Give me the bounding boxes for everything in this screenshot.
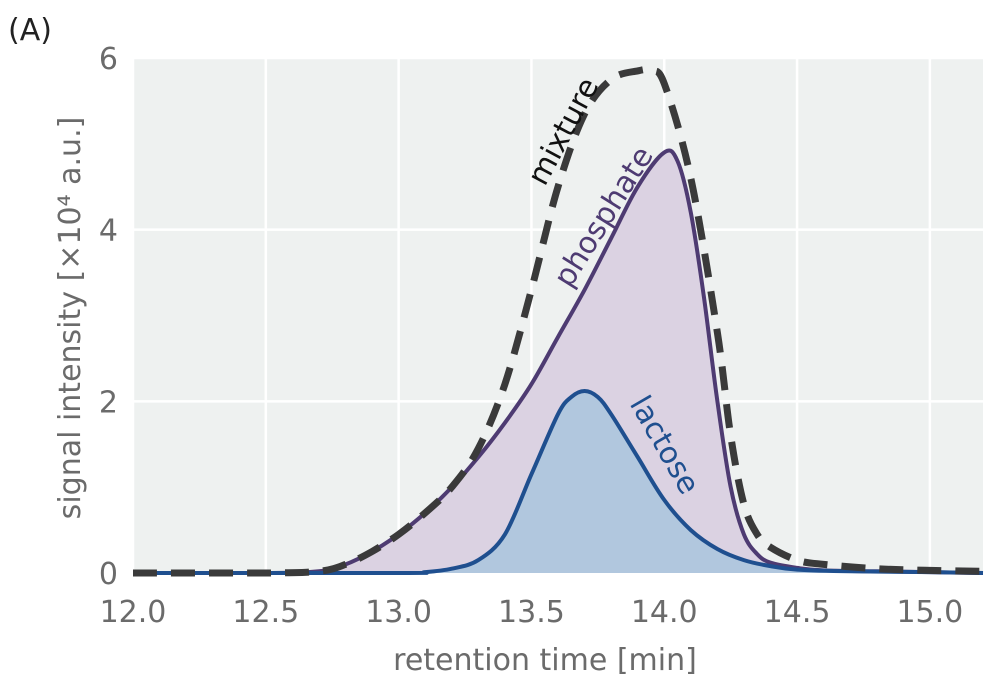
mixture-line (132, 66, 984, 577)
phosphate-line (132, 148, 984, 576)
panel-label: (A) (8, 13, 52, 48)
phosphate-area (133, 150, 983, 573)
y-tick-label: 2 (99, 385, 118, 420)
x-tick-label: 15.0 (896, 595, 963, 630)
x-tick-label: 14.0 (631, 595, 698, 630)
x-tick-label: 14.5 (764, 595, 831, 630)
series-layer (132, 66, 984, 577)
x-tick-label: 13.0 (365, 595, 432, 630)
y-axis-label: signal intensity [×10⁴ a.u.] (53, 117, 88, 520)
y-tick-label: 4 (99, 214, 118, 249)
lactose-area (133, 391, 983, 573)
x-tick-label: 12.0 (100, 595, 167, 630)
x-tick-labels: 12.0 12.5 13.0 13.5 14.0 14.5 15.0 (100, 595, 964, 630)
y-tick-label: 6 (99, 42, 118, 77)
lactose-line (132, 389, 984, 576)
y-tick-label: 0 (99, 557, 118, 592)
y-tick-labels: 0 2 4 6 (99, 42, 118, 592)
x-tick-label: 13.5 (498, 595, 565, 630)
x-tick-label: 12.5 (232, 595, 299, 630)
x-axis-label: retention time [min] (393, 643, 697, 678)
